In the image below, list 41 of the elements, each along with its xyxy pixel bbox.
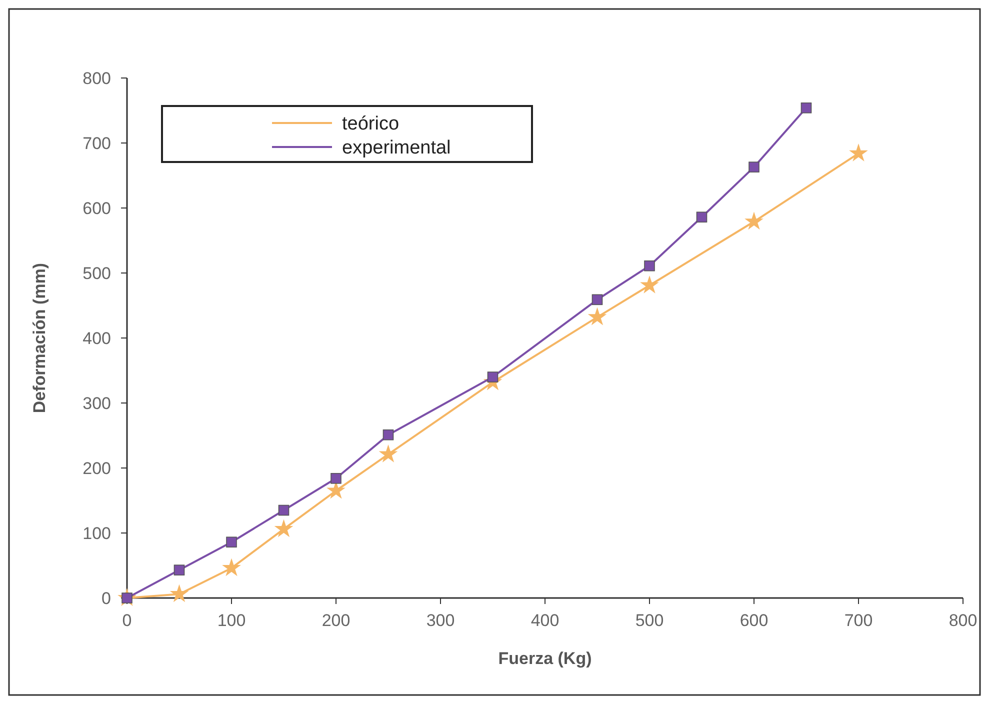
point <box>174 564 185 576</box>
point <box>640 275 659 294</box>
y-tick-label: 800 <box>82 68 111 88</box>
point <box>592 294 603 306</box>
point <box>226 536 237 548</box>
x-tick-label: 200 <box>322 611 350 630</box>
y-tick-label: 700 <box>82 134 111 153</box>
x-tick-label: 500 <box>635 611 664 630</box>
x-tick-label: 800 <box>948 611 978 630</box>
x-tick-label: 600 <box>740 611 768 630</box>
x-tick-label: 100 <box>217 611 246 630</box>
y-tick-label: 600 <box>82 198 111 218</box>
point <box>278 504 290 516</box>
legend-label: teórico <box>342 114 400 135</box>
y-axis-title: Deformación (mm) <box>30 262 49 414</box>
point <box>800 102 812 114</box>
legend-label: experimental <box>342 138 451 159</box>
point <box>274 519 294 538</box>
y-tick-label: 300 <box>82 394 111 413</box>
point <box>330 473 342 484</box>
point <box>696 212 708 222</box>
point <box>487 372 498 382</box>
point <box>222 558 241 576</box>
point <box>748 162 760 172</box>
point <box>170 584 189 602</box>
x-tick-label: 700 <box>844 611 873 630</box>
y-tick-label: 0 <box>102 588 111 608</box>
y-tick-label: 200 <box>82 458 111 478</box>
x-tick-label: 0 <box>122 611 132 630</box>
x-tick-label: 300 <box>426 611 455 630</box>
point <box>588 307 607 326</box>
y-tick-label: 500 <box>82 264 111 283</box>
point <box>849 144 868 162</box>
point <box>378 444 398 462</box>
x-tick-label: 400 <box>530 611 560 630</box>
y-tick-label: 400 <box>82 328 111 348</box>
y-tick-label: 100 <box>82 524 111 543</box>
x-axis-title: Fuerza (Kg) <box>498 649 592 668</box>
point <box>744 212 764 230</box>
point <box>644 260 655 272</box>
point <box>382 429 394 440</box>
